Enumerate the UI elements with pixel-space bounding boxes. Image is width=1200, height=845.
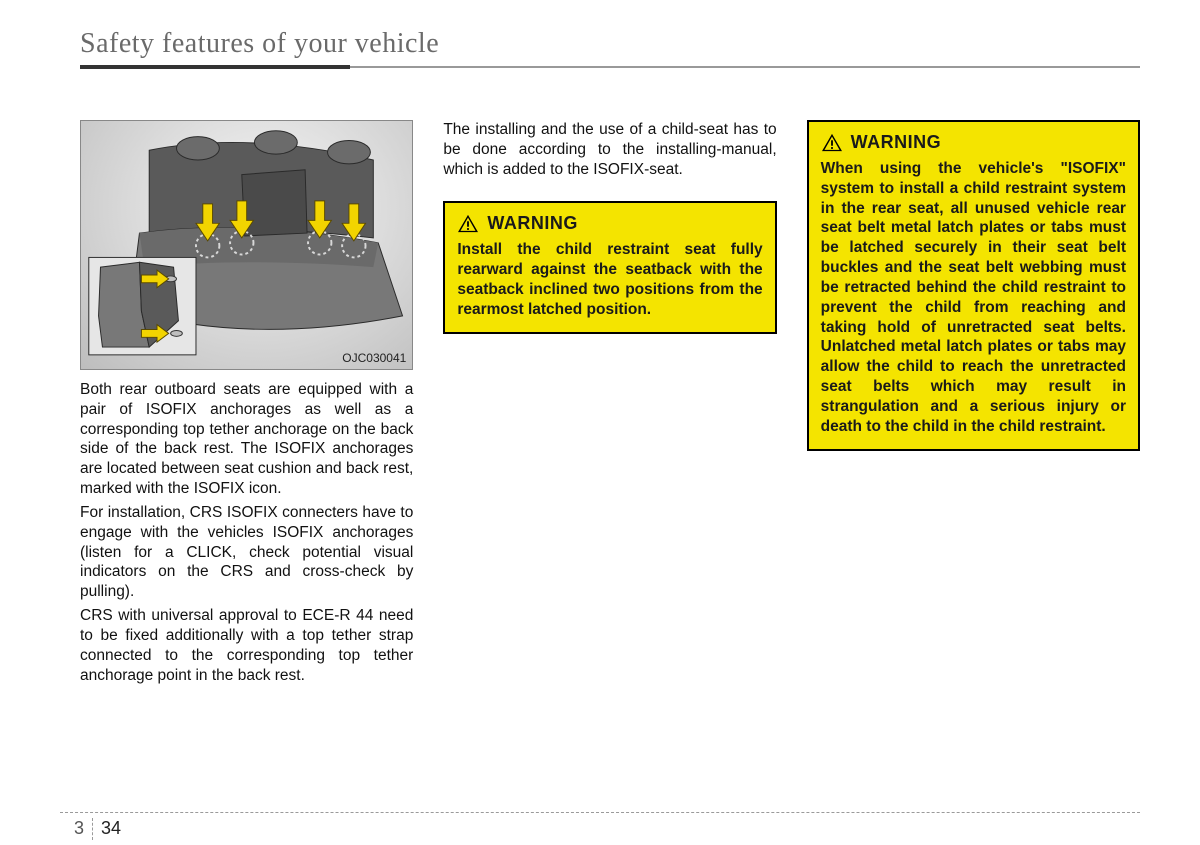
- warning-box-1: WARNING Install the child restraint seat…: [443, 201, 776, 333]
- page-separator: [92, 818, 93, 840]
- col1-paragraph-1: Both rear outboard seats are equipped wi…: [80, 380, 413, 499]
- section-title: Safety features of your vehicle: [80, 28, 1140, 60]
- column-2: The installing and the use of a child-se…: [443, 120, 776, 685]
- seat-illustration: [81, 121, 412, 365]
- header-rule: [80, 66, 1140, 68]
- page-footer: 3 34: [60, 812, 1140, 813]
- warning-header: WARNING: [457, 213, 762, 234]
- col1-paragraph-3: CRS with universal approval to ECE-R 44 …: [80, 606, 413, 685]
- warning-body-1: Install the child restraint seat fully r…: [457, 240, 762, 319]
- col1-paragraph-2: For installation, CRS ISOFIX connecters …: [80, 503, 413, 602]
- warning-title: WARNING: [851, 132, 942, 153]
- warning-box-2: WARNING When using the vehicle's "ISOFIX…: [807, 120, 1140, 451]
- figure-code: OJC030041: [342, 351, 406, 365]
- warning-body-2: When using the vehicle's "ISOFIX" system…: [821, 159, 1126, 437]
- chapter-number: 3: [74, 818, 84, 839]
- warning-title: WARNING: [487, 213, 578, 234]
- content-columns: OJC030041 Both rear outboard seats are e…: [80, 120, 1140, 685]
- footer-rule: [60, 812, 1140, 813]
- warning-triangle-icon: [457, 214, 479, 234]
- column-3: WARNING When using the vehicle's "ISOFIX…: [807, 120, 1140, 685]
- page-number-value: 34: [101, 818, 121, 839]
- warning-header: WARNING: [821, 132, 1126, 153]
- column-1: OJC030041 Both rear outboard seats are e…: [80, 120, 413, 685]
- col2-intro-text: The installing and the use of a child-se…: [443, 120, 776, 179]
- page-header: Safety features of your vehicle: [80, 28, 1140, 68]
- isofix-seat-figure: OJC030041: [80, 120, 413, 370]
- warning-triangle-icon: [821, 133, 843, 153]
- page-number: 3 34: [74, 818, 121, 840]
